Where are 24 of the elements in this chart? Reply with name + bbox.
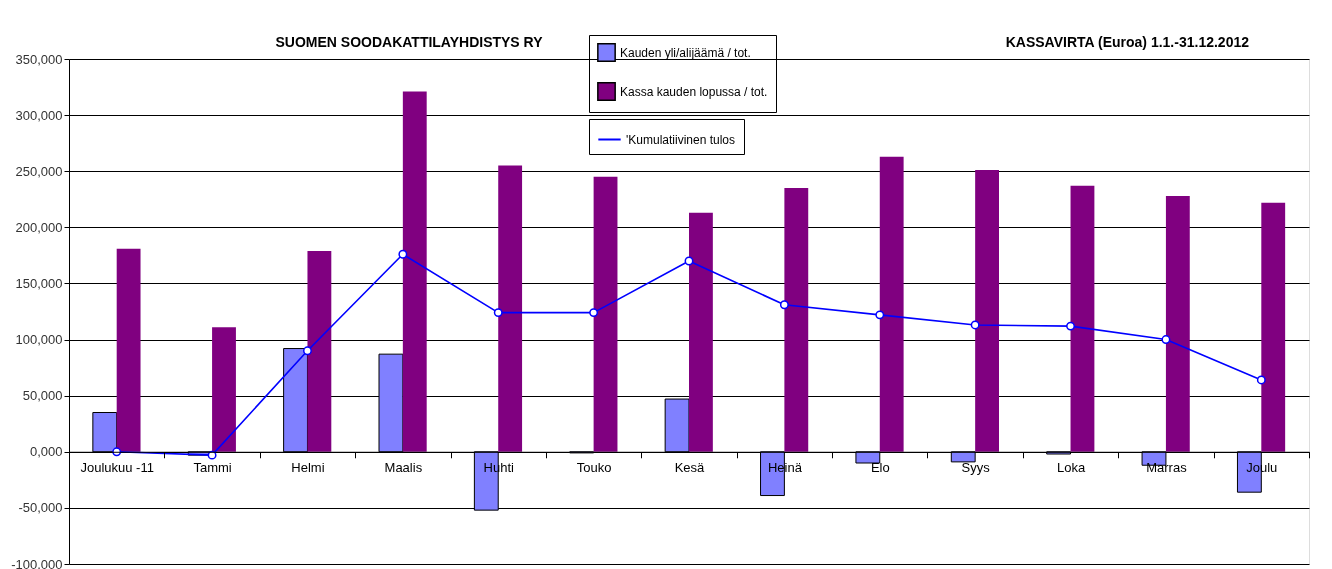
y-tick-label: 300,000	[15, 107, 63, 123]
legend-label: Kassa kauden lopussa / tot.	[620, 84, 768, 99]
y-tick-label: -50,000	[18, 500, 63, 516]
legend-label: 'Kumulatiivinen tulos	[626, 132, 736, 147]
chart-title: SUOMEN SOODAKATTILAYHDISTYS RY	[275, 34, 544, 50]
chart-subtitle: KASSAVIRTA (Euroa) 1.1.-31.12.2012	[1005, 34, 1250, 50]
y-tick-label: 350,000	[15, 51, 63, 67]
y-tick-label: 200,000	[15, 219, 63, 235]
x-tick-label: Helmi	[291, 460, 325, 476]
x-tick-label: Maalis	[384, 460, 423, 476]
y-tick-label: 100,000	[15, 332, 63, 348]
y-tick-label: 0,000	[29, 444, 63, 460]
legend-label: Kauden yli/alijäämä / tot.	[620, 45, 751, 60]
y-tick-label: 150,000	[15, 275, 63, 291]
x-tick-label: Touko	[576, 460, 612, 476]
x-tick-label: Tammi	[193, 460, 232, 476]
x-tick-label: Loka	[1056, 460, 1086, 476]
x-tick-label: Marras	[1146, 460, 1188, 476]
x-tick-label: Kesä	[674, 460, 706, 476]
x-tick-label: Joulukuu -11	[80, 460, 154, 476]
x-tick-label: Syys	[961, 460, 991, 476]
y-tick-label: 50,000	[22, 388, 63, 404]
y-tick-label: 250,000	[15, 163, 63, 179]
x-tick-label: Elo	[870, 460, 890, 476]
